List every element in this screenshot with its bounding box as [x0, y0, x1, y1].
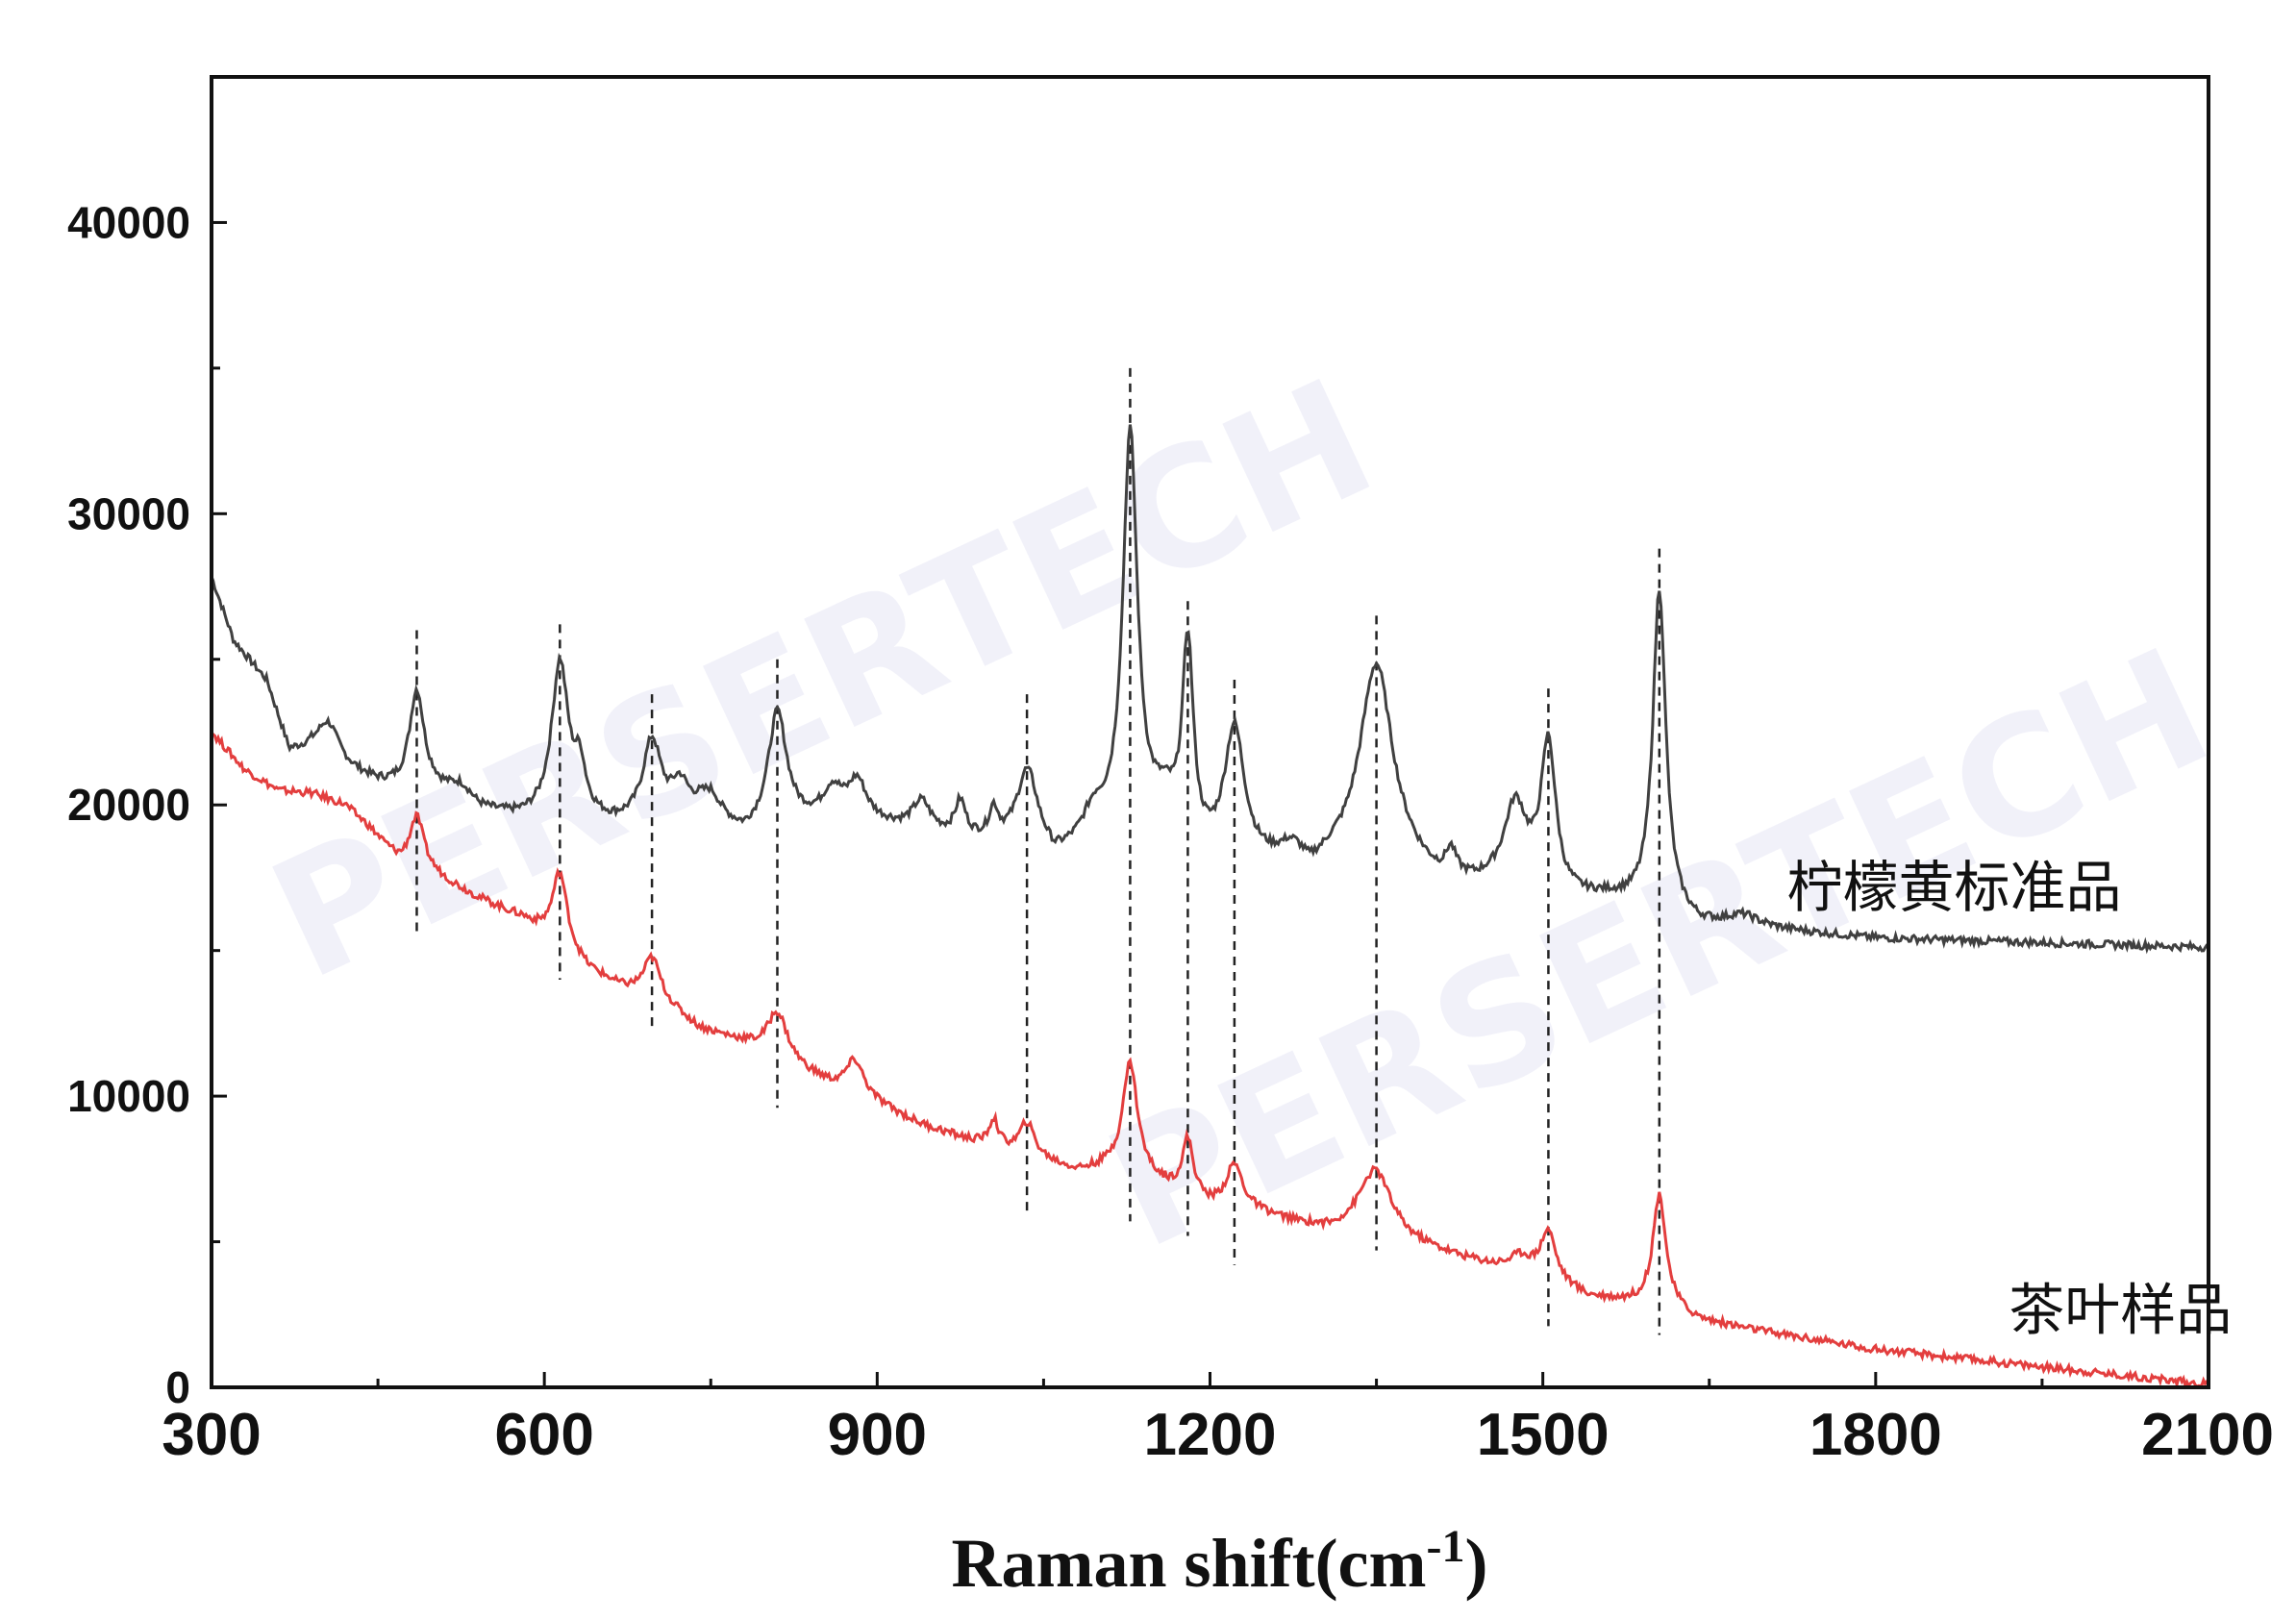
- peak-markers: [415, 367, 1661, 1335]
- x-axis-label: Raman shift(cm-1): [952, 1521, 1488, 1602]
- y-tick-label: 10000: [67, 1071, 190, 1121]
- series-label-1: 茶叶样品: [2009, 1277, 2232, 1342]
- x-tick-label: 1500: [1477, 1402, 1610, 1468]
- series-line-1: [211, 732, 2210, 1390]
- y-tick-label: 40000: [67, 197, 190, 247]
- x-axis-label-main: Raman shift(cm: [952, 1525, 1427, 1602]
- y-tick-label: 20000: [67, 780, 190, 830]
- x-tick-label: 600: [494, 1402, 593, 1468]
- x-axis: 300 600 900 1200 1500 1800 2100: [162, 1372, 2274, 1468]
- y-axis: 0 10000 20000 30000 40000: [67, 197, 227, 1412]
- x-axis-label-superscript: -1: [1426, 1521, 1464, 1572]
- y-tick-label: 0: [165, 1362, 190, 1412]
- x-tick-label: 2100: [2141, 1402, 2274, 1468]
- series-line-0: [210, 424, 2209, 955]
- x-tick-label: 300: [162, 1402, 261, 1468]
- x-tick-label: 1200: [1144, 1402, 1277, 1468]
- series-label-0: 柠檬黄标准品: [1787, 855, 2122, 920]
- x-tick-label: 900: [828, 1402, 927, 1468]
- x-tick-label: 1800: [1809, 1402, 1942, 1468]
- y-tick-label: 30000: [67, 488, 190, 538]
- x-axis-label-close: ): [1464, 1525, 1487, 1602]
- series-lines: [210, 424, 2210, 1390]
